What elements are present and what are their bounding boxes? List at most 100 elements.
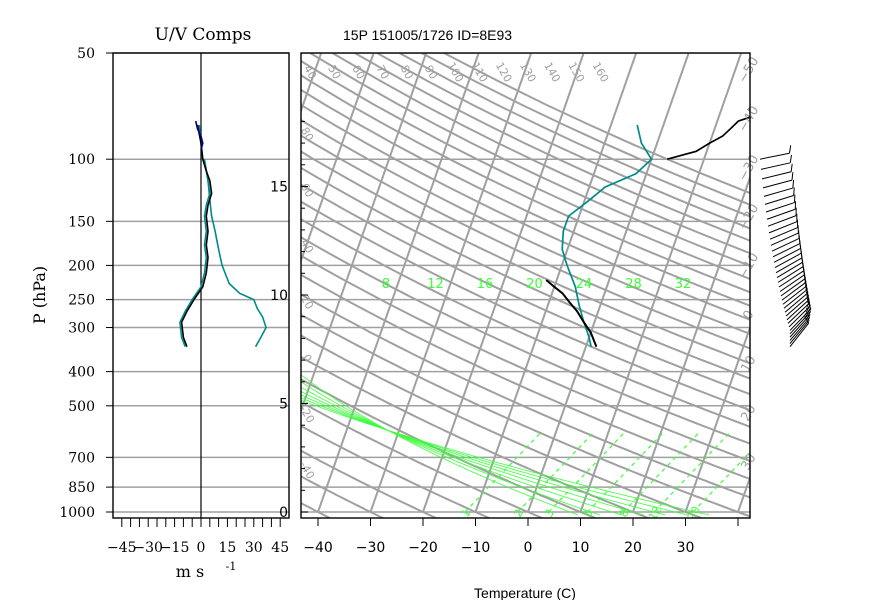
temperature-ticks: [317, 518, 739, 526]
wind-barb-staff: [770, 232, 799, 246]
wind-barb-staff: [789, 320, 810, 344]
wind-barb-staff: [776, 261, 803, 279]
dry-adiabat: [301, 424, 492, 518]
wind-barb-flag: [806, 295, 811, 303]
dry-adiabat: [301, 118, 750, 335]
mixing-ratio-lines: [464, 433, 750, 513]
wind-barb-staff: [779, 274, 806, 292]
theta-label: 130: [517, 60, 539, 85]
dry-adiabat: [301, 334, 705, 518]
wind-barb-staff: [780, 278, 806, 297]
pressure-tick-label: 50: [77, 46, 95, 62]
pressure-tick-label: 850: [68, 480, 95, 496]
wind-barb-flag: [806, 304, 811, 313]
uv-x-tick-label: 45: [271, 540, 289, 556]
wind-barb-staff: [789, 308, 812, 331]
height-tick-label: 10: [270, 288, 288, 304]
isotherm-label: 0: [740, 308, 757, 323]
uv-panel-title: U/V Comps: [155, 25, 252, 45]
temperature-tick-label: 30: [677, 540, 695, 556]
isotherm: [301, 53, 323, 114]
pressure-tick-label: 400: [68, 365, 95, 381]
pressure-tick-label: 500: [68, 399, 95, 415]
theta-label: 160: [590, 60, 612, 85]
isotherm: [0, 53, 111, 512]
isotherm: [422, 53, 585, 513]
mixing-ratio-label: 2: [511, 507, 526, 520]
wind-barb-staff: [769, 227, 798, 240]
uv-x-tick-label: −30: [133, 540, 163, 556]
wind-barb-staff: [782, 285, 808, 305]
height-tick-label: 0: [279, 505, 288, 521]
dry-adiabat: [301, 313, 750, 518]
uv-x-axis-title: m s: [176, 562, 204, 581]
wind-barb-staff: [778, 270, 805, 288]
skewed-isotherms: [0, 53, 750, 513]
moist-adiabat: [301, 374, 579, 516]
wind-barb-flag: [792, 180, 795, 189]
sounding-trace: [666, 108, 750, 161]
isotherm: [317, 53, 480, 513]
wind-barb-flag: [804, 313, 810, 321]
pressure-tick-label: 700: [68, 450, 95, 466]
temperature-tick-label: 0: [524, 540, 533, 556]
uv-profile-line: [203, 159, 267, 348]
pressure-tick-label: 150: [68, 214, 95, 230]
wind-barb-flag: [805, 307, 811, 316]
theta-label: 140: [541, 60, 563, 85]
theta-e-label: 28: [625, 277, 642, 292]
theta-e-label: 20: [526, 277, 543, 292]
skewt-panel: 15P 151005/1726 ID=8E93 8 12 16 20 24 28 321 2 3…: [0, 27, 763, 600]
dry-adiabat: [301, 183, 750, 396]
uv-x-tick-label: −15: [160, 540, 190, 556]
isotherm: [3, 53, 164, 512]
isotherm-label: −30: [736, 153, 763, 184]
temperature-tick-label: −40: [303, 540, 333, 556]
wind-barb-flag: [805, 310, 811, 318]
mixing-ratio-line: [464, 433, 541, 513]
isotherm: [684, 324, 750, 513]
dry-adiabat: [301, 59, 750, 280]
theta-e-label: 12: [427, 277, 444, 292]
isotherm: [301, 53, 428, 414]
mixing-ratio-line: [548, 433, 624, 513]
temperature-tick-label: 20: [624, 540, 642, 556]
dry-adiabat: [301, 355, 651, 518]
uv-x-tick-label: −45: [107, 540, 137, 556]
theta-left-label: 40: [298, 237, 316, 256]
mixing-ratio-line: [587, 433, 663, 513]
temperature-tick-labels: −40 −30 −20 −10 0 10 20 30: [303, 540, 694, 556]
wind-barb-staff: [789, 311, 811, 335]
wind-barb-staff: [762, 179, 793, 189]
dry-adiabat: [301, 166, 750, 380]
height-tick-label: 15: [270, 180, 288, 196]
isotherm-label: −40: [736, 104, 763, 135]
skewt-frame: [300, 52, 751, 519]
dry-adiabat: [301, 475, 386, 518]
uv-x-tick-labels: −45−30−15 0 15 30 45: [107, 540, 289, 556]
wind-barb-staff: [760, 162, 791, 170]
dry-adiabat: [301, 236, 750, 445]
wind-barb-staff: [761, 171, 792, 180]
wind-barb-staff: [787, 302, 811, 324]
mixing-ratio-line: [517, 433, 593, 513]
isotherm-label: 10: [738, 353, 759, 375]
isotherm-label: 20: [738, 402, 759, 424]
temperature-tick-label: 10: [572, 540, 590, 556]
dry-adiabat: [301, 200, 750, 412]
isotherm: [737, 474, 750, 513]
isotherm: [108, 53, 269, 512]
theta-label: 40: [301, 63, 319, 82]
wind-barb-staff: [765, 202, 795, 213]
dry-adiabat: [301, 501, 332, 518]
wind-barb-staff: [768, 221, 798, 234]
uv-panel-frame: [112, 52, 290, 519]
dry-adiabat: [301, 401, 545, 518]
wind-barb-flag: [788, 145, 792, 154]
height-tick-label: 5: [279, 397, 288, 413]
mixing-ratio-label: 12: [646, 504, 664, 523]
height-axis: 15 10 5 0: [270, 120, 308, 521]
dry-adiabat: [301, 293, 750, 499]
isotherm: [579, 53, 743, 513]
